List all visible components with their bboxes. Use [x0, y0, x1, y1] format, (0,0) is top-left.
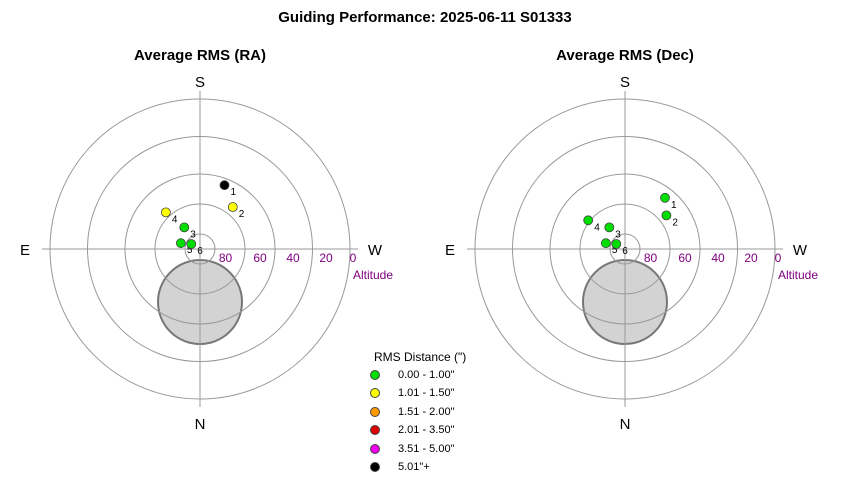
- legend-label: 1.51 - 2.00": [398, 405, 455, 418]
- point-label: 4: [172, 214, 178, 225]
- point-label: 2: [672, 217, 678, 228]
- legend-label: 3.51 - 5.00": [398, 442, 455, 455]
- legend-item: 1.01 - 1.50": [360, 384, 500, 402]
- point-label: 6: [197, 246, 203, 257]
- point-label: 3: [615, 229, 621, 240]
- point-label: 1: [231, 187, 237, 198]
- radial-tick-label: 0: [775, 251, 782, 265]
- legend-swatch-red: [370, 425, 380, 436]
- point-label: 1: [671, 200, 677, 211]
- data-point: [660, 192, 670, 203]
- legend-swatch-black: [370, 461, 380, 472]
- data-point: [604, 222, 615, 233]
- legend-item: 1.51 - 2.00": [360, 403, 500, 421]
- radial-tick-label: 20: [744, 251, 758, 265]
- radial-tick-label: 40: [286, 251, 300, 265]
- legend-label: 0.00 - 1.00": [398, 369, 455, 381]
- polar-chart-ra: Average RMS (RA) S N E W 80 60 40 20 0 Altitude 12 3…: [20, 47, 393, 433]
- radial-tick-label: 80: [644, 251, 658, 265]
- data-point: [600, 238, 611, 249]
- legend-title: RMS Distance ("): [374, 350, 467, 364]
- legend-item: 5.01"+: [360, 458, 500, 476]
- direction-label-n: N: [620, 416, 631, 433]
- figure-title: Guiding Performance: 2025-06-11 S01333: [278, 9, 572, 26]
- data-point: [186, 239, 197, 249]
- point-label: 2: [239, 209, 245, 220]
- direction-label-e: E: [445, 242, 455, 259]
- legend-label: 5.01"+: [398, 460, 430, 473]
- direction-label-w: W: [793, 242, 808, 259]
- data-point: [179, 222, 190, 233]
- legend-swatch-magenta: [370, 443, 380, 454]
- data-point: [611, 239, 622, 249]
- point-label: 5: [187, 245, 193, 256]
- chart-title: Average RMS (Dec): [556, 47, 694, 64]
- rms-legend: RMS Distance (") 0.00 - 1.00" 1.01 - 1.5…: [360, 348, 500, 476]
- point-label: 3: [190, 229, 196, 240]
- legend-label: 2.01 - 3.50": [398, 424, 455, 437]
- legend-swatch-yellow: [370, 388, 380, 399]
- data-point: [583, 215, 594, 226]
- radial-axis-label: Altitude: [353, 268, 393, 282]
- direction-label-s: S: [195, 74, 205, 91]
- point-label: 4: [594, 222, 600, 233]
- direction-label-n: N: [195, 416, 206, 433]
- data-point: [227, 202, 238, 212]
- radial-axis-label: Altitude: [778, 268, 818, 282]
- radial-tick-label: 0: [350, 251, 357, 265]
- direction-label-w: W: [368, 242, 383, 259]
- legend-swatch-green: [370, 370, 380, 380]
- direction-label-s: S: [620, 74, 630, 91]
- legend-item: 2.01 - 3.50": [360, 421, 500, 439]
- data-point: [661, 210, 672, 221]
- radial-tick-label: 40: [711, 251, 725, 265]
- radial-tick-label: 80: [219, 251, 233, 265]
- data-point: [175, 238, 186, 249]
- polar-chart-dec: Average RMS (Dec) S N E W 80 60 40 20 0 Altitude 1 2…: [445, 47, 818, 433]
- radial-tick-label: 20: [319, 251, 333, 265]
- legend-label: 1.01 - 1.50": [398, 387, 455, 400]
- radial-tick-label: 60: [253, 251, 267, 265]
- chart-title: Average RMS (RA): [134, 47, 266, 64]
- legend-item: 0.00 - 1.00": [360, 366, 500, 384]
- direction-label-e: E: [20, 242, 30, 259]
- point-label: 5: [612, 245, 618, 256]
- legend-swatch-orange: [370, 406, 380, 417]
- data-point: [219, 180, 230, 191]
- data-point: [160, 207, 171, 218]
- legend-item: 3.51 - 5.00": [360, 440, 500, 458]
- point-label: 6: [622, 246, 628, 257]
- radial-tick-label: 60: [678, 251, 692, 265]
